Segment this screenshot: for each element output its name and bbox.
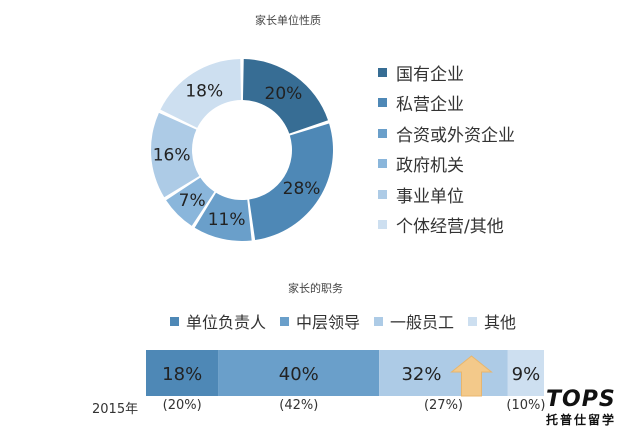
pie-slice	[249, 123, 333, 241]
legend-swatch	[378, 98, 387, 108]
pie-legend: 国有企业私营企业合资或外资企业 政府机关事业单位个体经营/其他	[378, 57, 515, 240]
bar-legend-swatch	[170, 316, 179, 326]
pie-slice	[194, 192, 252, 241]
bar-data-label: 9%	[512, 364, 541, 385]
legend-label: 私营企业	[396, 95, 464, 116]
legend-label: 合资或外资企业	[396, 125, 515, 146]
bar-legend-item: 一般员工	[374, 309, 454, 333]
pie-data-label: 20%	[265, 84, 303, 104]
pie-title: 家长单位性质	[255, 14, 321, 27]
bar-legend-item: 中层领导	[280, 309, 360, 333]
logo-mark: TOPS	[546, 387, 616, 412]
donut-chart: 20% 28% 11%7% 16% 18%	[151, 59, 333, 241]
pie-slice	[166, 177, 215, 226]
pie-slice	[151, 112, 200, 198]
legend-item: 政府机关	[378, 149, 515, 180]
bar-legend-item: 其他	[468, 309, 516, 333]
prev-year-value: (10%)	[506, 398, 546, 413]
bar-segment	[146, 350, 219, 396]
bar-data-label: 18%	[162, 364, 202, 385]
legend-label: 国有企业	[396, 64, 464, 85]
pie-slice	[160, 59, 242, 128]
tops-logo: TOPS 托普仕留学	[546, 388, 638, 434]
bar-legend-label: 中层领导	[296, 313, 361, 332]
bar-legend-swatch	[280, 316, 290, 326]
prev-year-value: (42%)	[279, 398, 319, 413]
bar-legend-swatch	[468, 316, 478, 326]
bar-segment	[507, 350, 544, 396]
pie-data-label: 11%	[208, 210, 246, 230]
legend-swatch	[378, 67, 387, 77]
pie-data-label: 7%	[179, 191, 206, 211]
bar-title: 家长的职务	[288, 282, 343, 295]
bar-data-label: 32%	[401, 364, 441, 385]
logo-subtitle: 托普仕留学	[546, 413, 617, 427]
legend-swatch	[378, 128, 387, 138]
legend-item: 事业单位	[378, 179, 515, 210]
prev-year-value: (27%)	[423, 398, 464, 413]
pie-data-label: 18%	[185, 81, 223, 101]
legend-label: 政府机关	[396, 156, 464, 177]
legend-item: 私营企业	[378, 88, 515, 119]
legend-item: 个体经营/其他	[378, 210, 515, 241]
bar-legend-swatch	[374, 316, 384, 326]
pie-data-label: 28%	[283, 179, 321, 199]
legend-label: 事业单位	[396, 186, 464, 207]
legend-swatch	[378, 189, 387, 199]
legend-item: 合资或外资企业	[378, 118, 515, 149]
bar-data-label: 40%	[279, 364, 319, 385]
bar-legend-label: 其他	[484, 313, 517, 332]
bar-legend-label: 一般员工	[390, 313, 455, 332]
legend-swatch	[378, 159, 387, 169]
up-arrow-icon	[450, 355, 493, 397]
legend-label: 个体经营/其他	[396, 217, 504, 238]
pie-data-label: 16%	[153, 145, 191, 165]
bar-legend-item: 单位负责人	[170, 309, 266, 333]
legend-item: 国有企业	[378, 57, 515, 88]
stacked-bar-chart: 18% 40% 32% 9%	[146, 350, 544, 397]
prev-year-label: 2015年	[92, 402, 139, 417]
pie-slice	[242, 59, 328, 134]
bar-segment	[379, 350, 508, 396]
prev-year-value: (20%)	[162, 398, 202, 413]
legend-swatch	[378, 220, 387, 230]
bar-legend: 单位负责人 中层领导 一般员工 其他	[170, 309, 530, 333]
bar-segment	[218, 350, 380, 396]
bar-legend-label: 单位负责人	[186, 313, 267, 332]
